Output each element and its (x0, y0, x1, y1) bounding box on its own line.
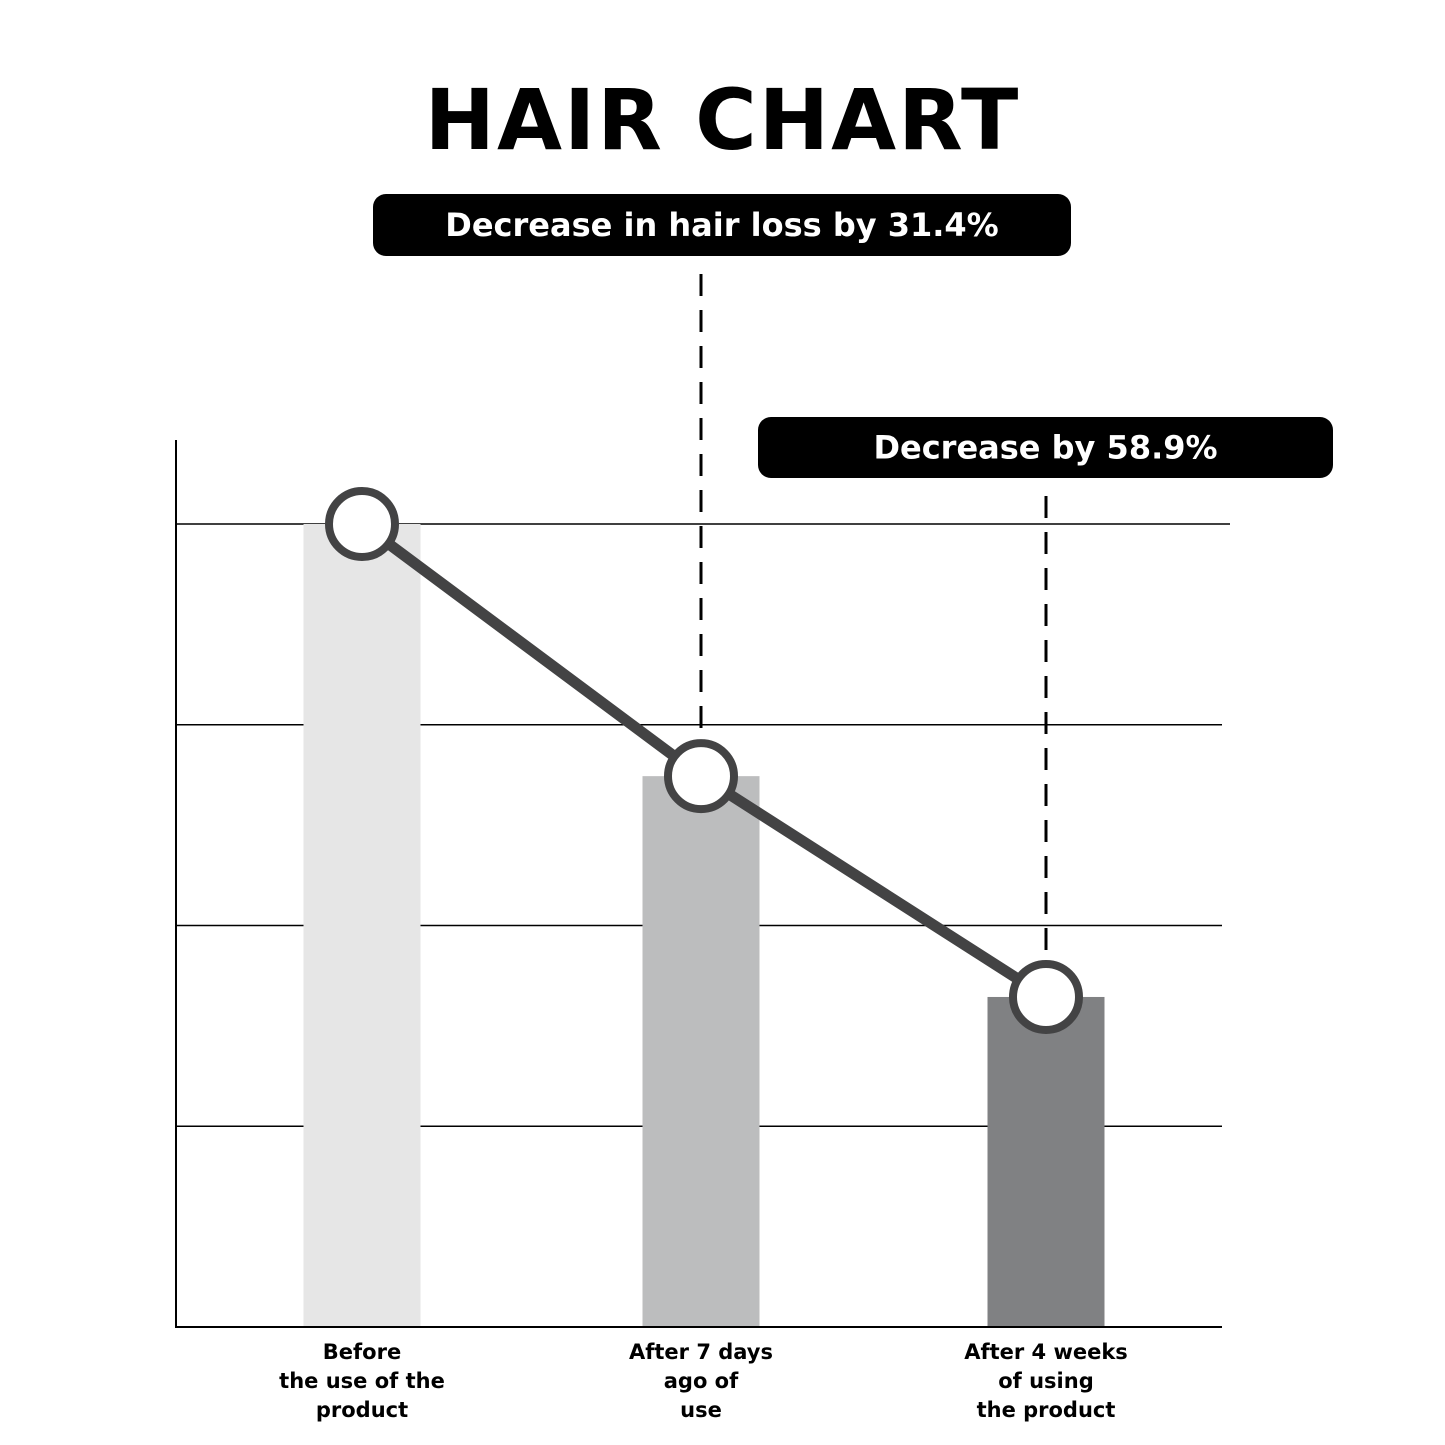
axes (175, 440, 1222, 1328)
trend-line (325, 487, 1083, 1034)
annotation-connectors (699, 274, 1048, 967)
data-point-marker (325, 487, 399, 561)
bar (303, 524, 421, 1327)
annotation-box (373, 194, 1071, 256)
data-point-marker (664, 739, 738, 814)
annotation-label: Decrease by 58.9% (873, 429, 1217, 467)
x-tick-labels: Before the use of the product After 7 days a… (279, 1340, 1128, 1422)
chart-title: HAIR CHART (424, 71, 1021, 169)
bar (642, 776, 760, 1327)
x-tick-label: After 4 weeks of using the product (964, 1340, 1128, 1422)
x-tick-label: After 7 days ago of use (629, 1340, 773, 1422)
bars (303, 524, 1105, 1327)
annotation-label: Decrease in hair loss by 31.4% (445, 206, 998, 244)
annotation-box (758, 417, 1333, 478)
x-tick-label: Before the use of the product (279, 1340, 445, 1422)
annotations: Decrease in hair loss by 31.4% Decrease b… (373, 194, 1333, 478)
bar (987, 996, 1105, 1327)
data-point-marker (1009, 959, 1083, 1034)
